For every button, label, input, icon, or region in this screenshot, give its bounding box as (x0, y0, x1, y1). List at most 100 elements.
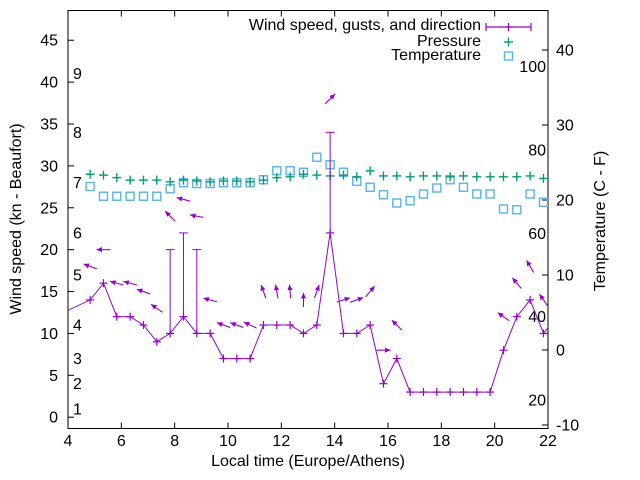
temperature-point (378, 190, 389, 200)
y-right-tick-label: 0 (556, 342, 565, 359)
wind-speed-line (68, 232, 548, 393)
temperature-point (125, 191, 135, 201)
wind-direction-arrow (539, 294, 545, 301)
beaufort-label: 2 (73, 376, 82, 393)
legend-temperature-sample (503, 51, 514, 61)
y-right-tick-label: 30 (556, 118, 574, 135)
y-right-tick-label: 10 (556, 267, 574, 284)
temperature-point (138, 191, 149, 201)
temperature-point (418, 189, 429, 199)
temperature-point (485, 189, 495, 199)
beaufort-label: 6 (73, 225, 82, 242)
temperature-point (472, 189, 482, 199)
temperature-point (405, 196, 415, 206)
fahrenheit-label: 80 (528, 143, 546, 160)
wind-direction-arrow (526, 260, 532, 267)
temperature-point (525, 189, 535, 199)
legend-label-temperature: Temperature (391, 47, 481, 64)
wind-direction-arrow (300, 292, 307, 299)
fahrenheit-label: 20 (528, 392, 546, 409)
temperature-point (312, 152, 322, 162)
x-tick-label: 6 (117, 433, 126, 450)
x-tick-label: 10 (219, 433, 237, 450)
temperature-point (458, 182, 469, 192)
x-tick-label: 20 (486, 433, 504, 450)
beaufort-label: 5 (73, 267, 82, 284)
wind-direction-arrow (96, 247, 102, 253)
wind-direction-arrow (176, 196, 183, 202)
y-axis-right-tick-labels: -10 0 10 20 30 40 (556, 43, 579, 435)
x-tick-label: 14 (326, 433, 344, 450)
y-left-tick-label: 25 (40, 200, 58, 217)
wind-direction-arrow (203, 297, 210, 303)
y-right-tick-label: 40 (556, 43, 574, 60)
beaufort-label: 8 (73, 125, 82, 142)
y-right-tick-label: -10 (556, 417, 579, 434)
temperature-point (365, 182, 375, 192)
temperature-point (498, 204, 509, 214)
wind-direction-arrow (230, 322, 237, 327)
wind-direction-arrow (110, 280, 117, 286)
y-left-tick-label: 45 (40, 33, 58, 50)
y-left-tick-label: 40 (40, 75, 58, 92)
beaufort-label: 4 (73, 318, 82, 335)
wind-direction-arrow (329, 93, 336, 100)
temperature-point (538, 197, 548, 207)
pressure-series (85, 166, 548, 187)
y-left-tick-label: 35 (40, 117, 58, 134)
y-left-tick-label: 15 (40, 284, 58, 301)
x-tick-label: 16 (379, 433, 397, 450)
y-left-tick-label: 0 (49, 410, 58, 427)
temperature-point (432, 183, 442, 193)
temperature-point (98, 191, 109, 201)
wind-direction-arrow (512, 277, 518, 284)
y-axis-right-title: Temperature (C - F) (592, 150, 609, 292)
beaufort-label: 7 (73, 175, 82, 192)
beaufort-label: 1 (73, 401, 82, 418)
temperature-point (152, 191, 162, 201)
fahrenheit-label: 100 (519, 59, 546, 76)
x-tick-label: 12 (272, 433, 290, 450)
y-axis-left-title: Wind speed (kn - Beaufort) (8, 123, 25, 315)
legend-label-pressure: Pressure (416, 33, 481, 50)
temperature-series (85, 152, 548, 215)
wind-direction-arrow (123, 280, 130, 286)
legend-samples (485, 23, 532, 61)
x-tick-label: 8 (170, 433, 179, 450)
y-left-tick-label: 30 (40, 158, 58, 175)
wind-direction-arrow (165, 211, 171, 217)
axis-ticks (67, 10, 549, 429)
beaufort-label: 3 (73, 351, 82, 368)
beaufort-label: 9 (73, 66, 82, 83)
wind-direction-arrow (384, 347, 391, 353)
wind-direction-arrow (497, 312, 504, 318)
temperature-point (112, 191, 122, 201)
wind-direction-arrow (273, 284, 280, 291)
wind-direction-arrow (357, 296, 364, 302)
temperature-point (392, 198, 402, 208)
wind-direction-arrow (314, 284, 320, 292)
beaufort-scale-labels: 1 2 3 4 5 6 7 8 9 (73, 66, 82, 418)
x-tick-label: 22 (539, 433, 557, 450)
wind-direction-arrow (83, 263, 90, 269)
wind-direction-arrow (344, 296, 351, 302)
x-tick-label: 4 (64, 433, 73, 450)
y-left-tick-label: 5 (49, 368, 58, 385)
x-axis-title: Local time (Europe/Athens) (211, 453, 405, 470)
temperature-point (512, 205, 522, 215)
wind-direction-arrow (216, 322, 223, 327)
wind-direction-arrow (369, 286, 375, 293)
x-axis-tick-labels: 4 6 8 10 12 14 16 18 20 22 (64, 433, 557, 450)
y-left-tick-label: 20 (40, 242, 58, 259)
wind-direction-arrow (391, 320, 398, 326)
wind-direction-arrow (151, 304, 158, 310)
wind-series (68, 131, 548, 397)
wind-direction-arrow (260, 284, 266, 292)
wind-direction-arrow (287, 284, 293, 291)
wind-direction-arrows (83, 93, 548, 353)
y-left-tick-label: 10 (40, 326, 58, 343)
wind-direction-arrow (243, 322, 250, 327)
